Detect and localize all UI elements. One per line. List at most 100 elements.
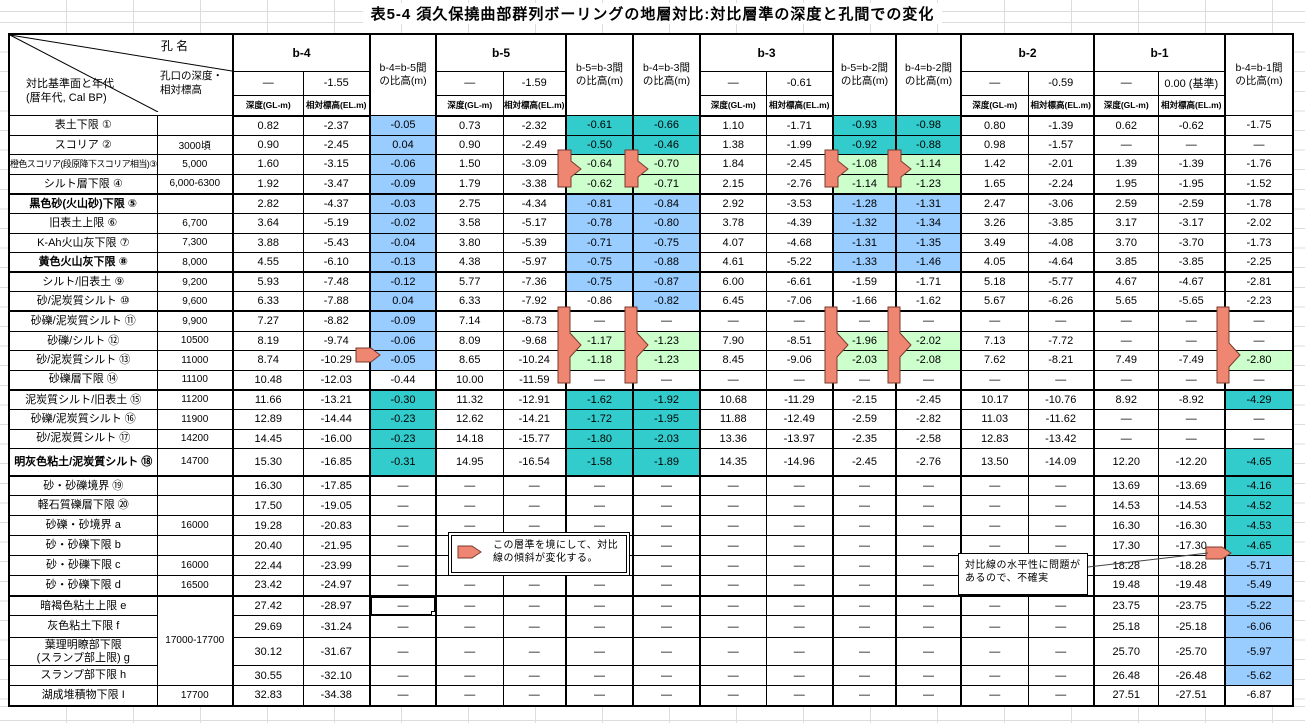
data-cell[interactable]: -1.57	[1027, 134, 1095, 156]
data-cell[interactable]: —	[502, 685, 567, 707]
row-label[interactable]: 灰色粘土下限 f	[8, 615, 158, 639]
data-cell[interactable]: —	[565, 665, 634, 687]
data-cell[interactable]: 16.30	[1093, 515, 1159, 537]
data-cell[interactable]: -0.44	[369, 369, 437, 391]
data-cell[interactable]: 10.48	[232, 369, 304, 391]
data-cell[interactable]: -2.49	[502, 134, 567, 156]
data-cell[interactable]: 29.69	[232, 615, 304, 639]
row-label[interactable]: 砂礫/泥炭質シルト ⑪	[8, 310, 158, 332]
data-cell[interactable]: -4.53	[1224, 515, 1294, 537]
data-cell[interactable]: -8.92	[1157, 389, 1226, 410]
data-cell[interactable]: —	[832, 595, 897, 617]
subheader-elev[interactable]: 相対標高(EL.m)	[302, 94, 371, 117]
data-cell[interactable]: —	[832, 369, 897, 391]
data-cell[interactable]: —	[565, 310, 634, 332]
data-cell[interactable]: —	[632, 555, 701, 577]
data-cell[interactable]: -0.09	[369, 310, 437, 332]
data-cell[interactable]: -5.39	[502, 232, 567, 254]
data-cell[interactable]: -0.86	[565, 291, 634, 313]
data-cell[interactable]: -2.03	[632, 428, 701, 450]
data-cell[interactable]: -3.85	[1157, 252, 1226, 274]
data-cell[interactable]: -1.71	[765, 115, 834, 136]
data-cell[interactable]: -0.78	[565, 212, 634, 234]
data-cell[interactable]: -3.85	[1027, 212, 1095, 234]
hole-depth-top[interactable]: —	[232, 70, 304, 96]
data-cell[interactable]: —	[1093, 310, 1159, 332]
data-cell[interactable]: 10.68	[699, 389, 767, 410]
data-cell[interactable]: 0.73	[435, 115, 504, 136]
data-cell[interactable]: -13.97	[765, 428, 834, 450]
data-cell[interactable]: 14.53	[1093, 495, 1159, 517]
data-cell[interactable]: —	[435, 615, 504, 639]
hole-depth-top[interactable]: —	[1093, 70, 1159, 96]
data-cell[interactable]: -4.29	[1224, 389, 1294, 410]
data-cell[interactable]: -23.99	[302, 555, 371, 577]
age-cell[interactable]: 11900	[156, 408, 234, 430]
data-cell[interactable]: -13.21	[302, 389, 371, 410]
data-cell[interactable]: -5.43	[302, 232, 371, 254]
data-cell[interactable]: -2.76	[765, 173, 834, 195]
data-cell[interactable]: -10.24	[502, 350, 567, 371]
data-cell[interactable]: -4.68	[765, 232, 834, 254]
data-cell[interactable]: —	[502, 595, 567, 617]
data-cell[interactable]: 8.19	[232, 330, 304, 352]
data-cell[interactable]: -6.26	[1027, 291, 1095, 313]
data-cell[interactable]: —	[832, 515, 897, 537]
data-cell[interactable]: -14.96	[765, 448, 834, 477]
data-cell[interactable]: -20.83	[302, 515, 371, 537]
data-cell[interactable]: -0.05	[369, 350, 437, 371]
data-cell[interactable]: -2.45	[302, 134, 371, 156]
data-cell[interactable]: —	[369, 685, 437, 707]
row-label[interactable]: 旧表土上限 ⑥	[8, 212, 158, 234]
data-cell[interactable]: -31.24	[302, 615, 371, 639]
data-cell[interactable]: -0.75	[565, 252, 634, 274]
data-cell[interactable]: 30.55	[232, 665, 304, 687]
pair-header-b4-b3[interactable]: b-4=b-3間 の比高(m)	[632, 33, 701, 116]
data-cell[interactable]: -2.59	[1157, 193, 1226, 214]
data-cell[interactable]: 8.45	[699, 350, 767, 371]
data-cell[interactable]: -4.52	[1224, 495, 1294, 517]
data-cell[interactable]: —	[832, 615, 897, 639]
age-cell[interactable]: 9,600	[156, 291, 234, 313]
data-cell[interactable]: 1.60	[232, 154, 304, 175]
data-cell[interactable]: -25.70	[1157, 637, 1226, 667]
data-cell[interactable]: -1.89	[632, 448, 701, 477]
data-cell[interactable]: —	[632, 535, 701, 557]
data-cell[interactable]: -0.09	[369, 173, 437, 195]
data-cell[interactable]: 1.10	[699, 115, 767, 136]
data-cell[interactable]: -3.53	[765, 193, 834, 214]
row-label[interactable]: 砂礫・砂境界 a	[8, 515, 158, 537]
data-cell[interactable]: —	[632, 595, 701, 617]
data-cell[interactable]: -0.64	[565, 154, 634, 175]
data-cell[interactable]: -4.67	[1157, 271, 1226, 293]
data-cell[interactable]: —	[369, 515, 437, 537]
data-cell[interactable]: -11.29	[765, 389, 834, 410]
data-cell[interactable]: —	[1157, 408, 1226, 430]
data-cell[interactable]: 2.82	[232, 193, 304, 214]
data-cell[interactable]: —	[565, 495, 634, 517]
data-cell[interactable]: —	[765, 575, 834, 597]
data-cell[interactable]: -11.59	[502, 369, 567, 391]
data-cell[interactable]: -0.93	[832, 115, 897, 136]
data-cell[interactable]: —	[699, 515, 767, 537]
data-cell[interactable]: 5.67	[960, 291, 1029, 313]
row-label[interactable]: 葉理明瞭部下限 (スランプ部上限) g	[8, 637, 158, 667]
hole-elev-top[interactable]: -0.59	[1027, 70, 1095, 96]
data-cell[interactable]: -0.12	[369, 271, 437, 293]
data-cell[interactable]: —	[960, 615, 1029, 639]
row-label[interactable]: 黒色砂(火山砂)下限 ⑤	[8, 193, 158, 214]
data-cell[interactable]: 2.47	[960, 193, 1029, 214]
data-cell[interactable]: —	[895, 495, 962, 517]
data-cell[interactable]: -1.14	[895, 154, 962, 175]
data-cell[interactable]: —	[895, 637, 962, 667]
data-cell[interactable]: -1.80	[565, 428, 634, 450]
data-cell[interactable]: 7.90	[699, 330, 767, 352]
data-cell[interactable]: 0.04	[369, 134, 437, 156]
data-cell[interactable]: —	[369, 475, 437, 497]
data-cell[interactable]: -2.03	[832, 350, 897, 371]
data-cell[interactable]: -7.92	[502, 291, 567, 313]
data-cell[interactable]: —	[832, 637, 897, 667]
age-cell[interactable]: 9,200	[156, 271, 234, 293]
data-cell[interactable]: —	[765, 685, 834, 707]
data-cell[interactable]: -8.73	[502, 310, 567, 332]
